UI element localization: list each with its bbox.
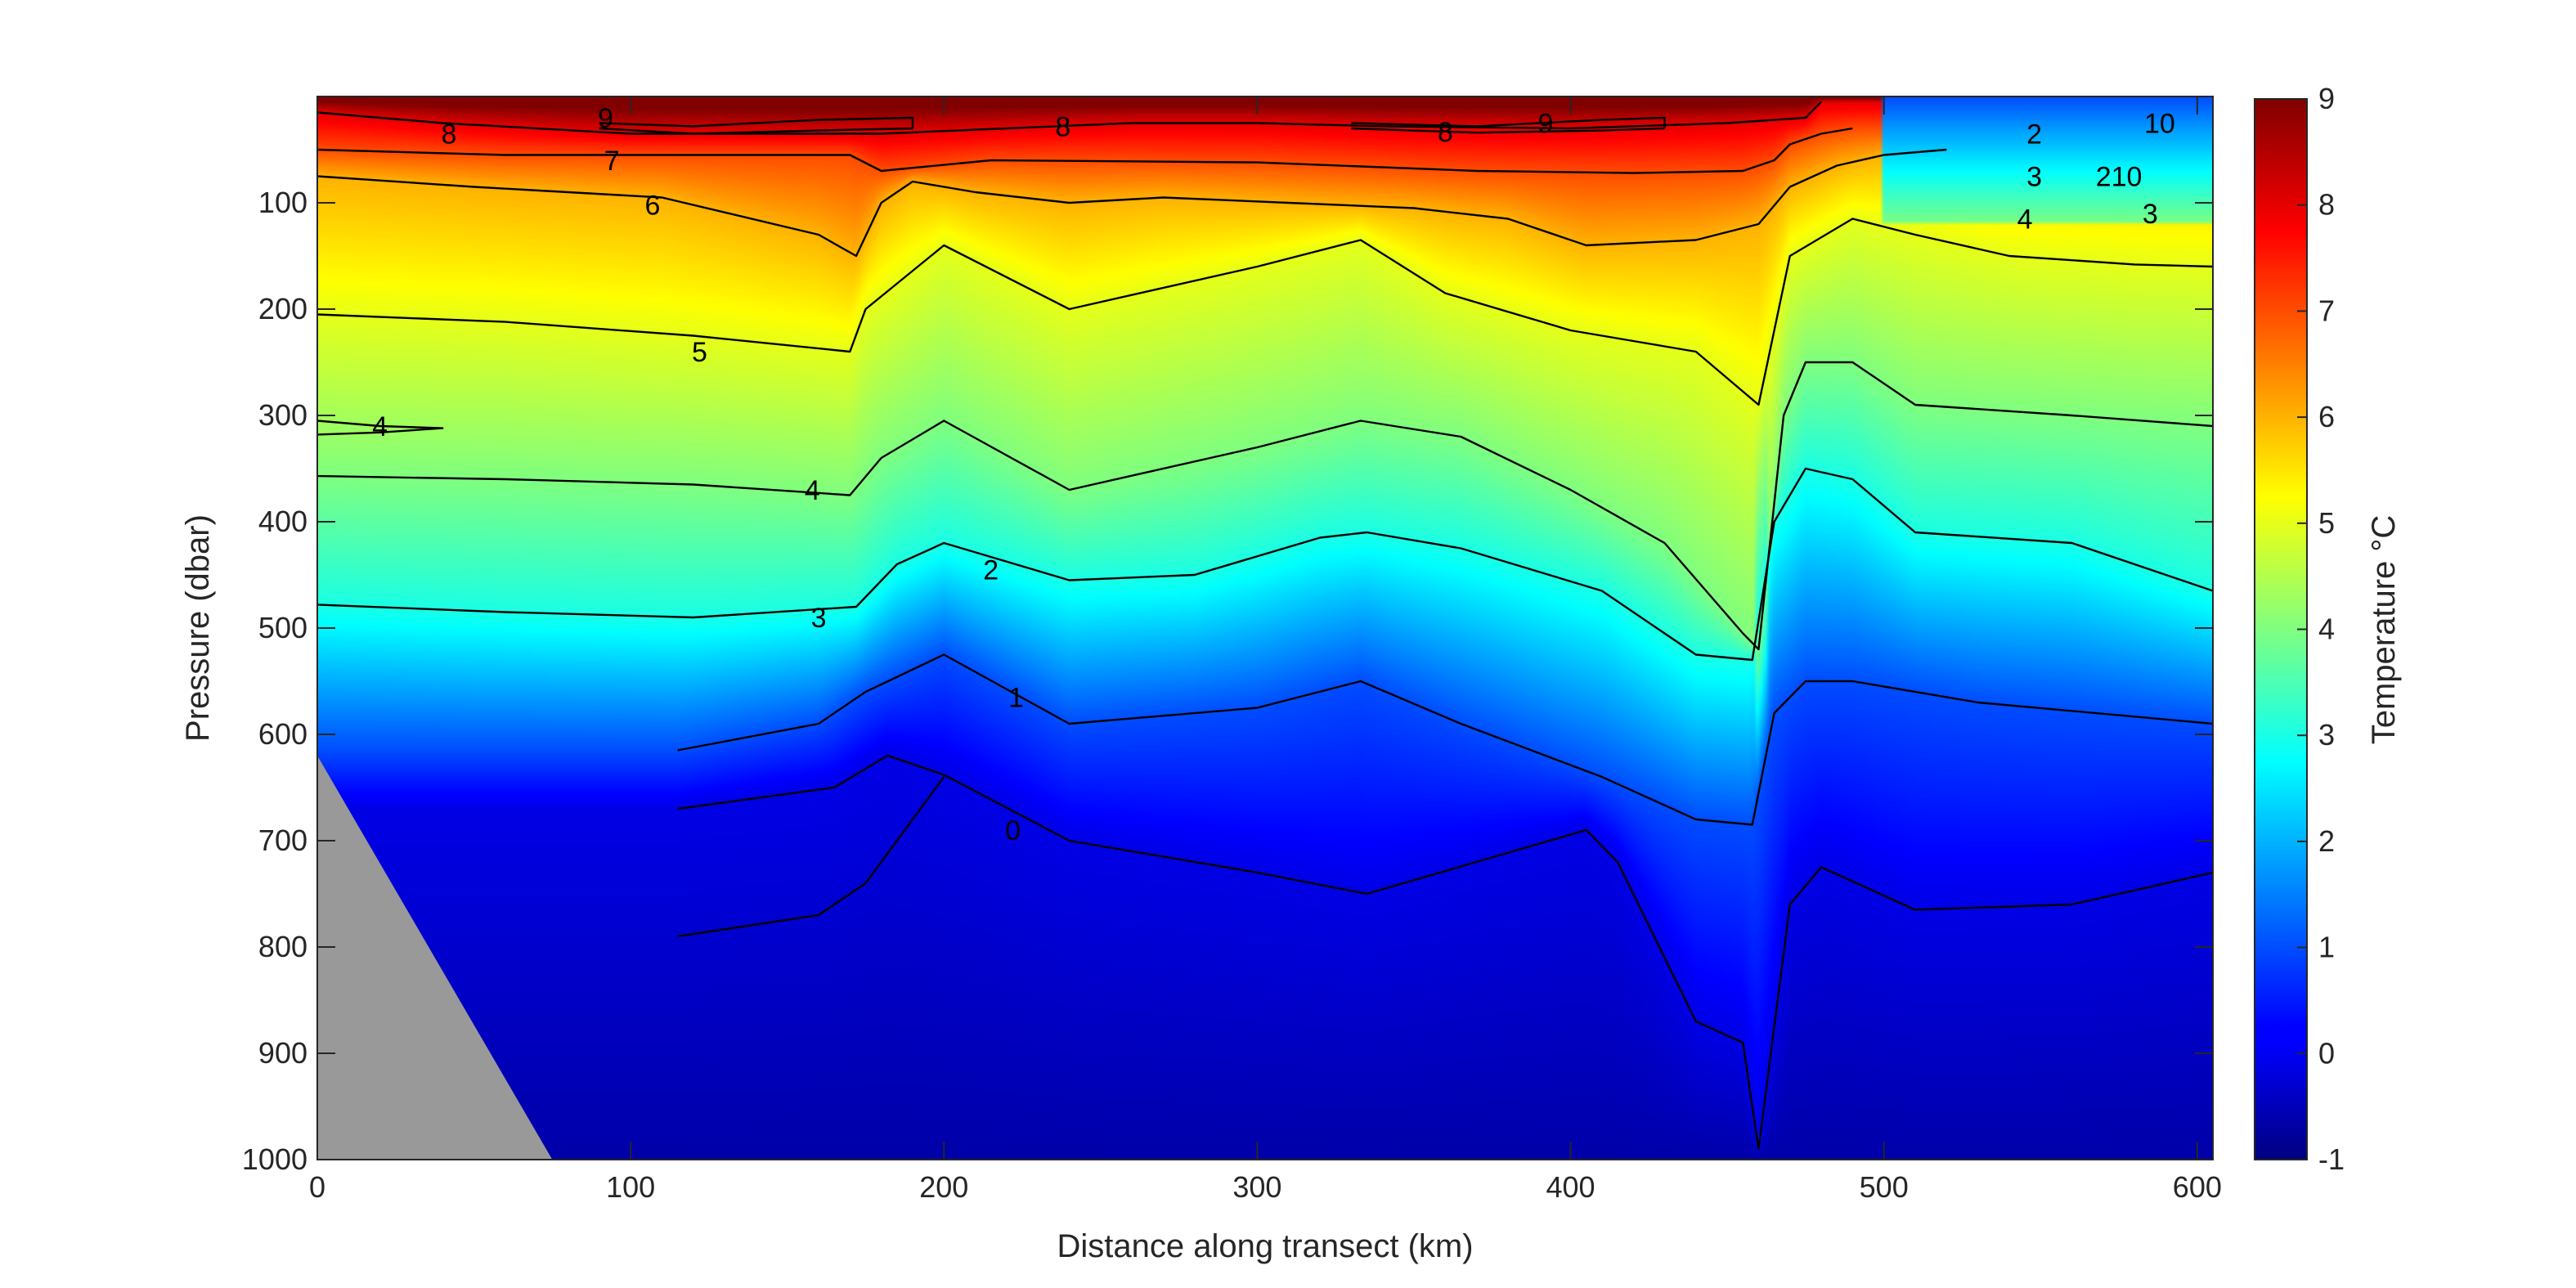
contour-label: 1	[1008, 683, 1024, 714]
x-tick-label: 400	[1546, 1170, 1595, 1204]
contour-line-1	[677, 653, 2213, 826]
contour-line-3	[317, 467, 2213, 662]
y-tick-label: 500	[258, 611, 307, 644]
contour-label: 8	[1055, 111, 1070, 142]
contour-label: 8	[1438, 117, 1453, 148]
contour-line-0	[677, 754, 2213, 1151]
contour-line-9	[1351, 116, 1666, 134]
contour-line-6	[317, 148, 1947, 258]
contour-line-4	[317, 361, 2213, 651]
colorbar-tick-label: -1	[2318, 1142, 2345, 1176]
x-axis-ticks: 0 100 200 300 400 500 600	[309, 96, 2222, 1204]
x-tick-label: 500	[1860, 1170, 1909, 1204]
y-tick-label: 600	[258, 717, 307, 751]
colorbar-tick-label: 0	[2318, 1036, 2335, 1070]
y-tick-label: 1000	[242, 1142, 307, 1176]
temperature-heatmap	[317, 96, 2213, 1160]
contour-label: 3	[2143, 199, 2158, 230]
contour-label: 10	[2144, 109, 2175, 140]
colorbar-tick-label: 2	[2318, 824, 2335, 858]
seafloor-mask	[317, 756, 553, 1160]
colorbar-tick-label: 6	[2318, 400, 2335, 433]
x-tick-label: 300	[1232, 1170, 1281, 1204]
contour-label: 7	[604, 146, 620, 177]
colorbar-ticks: -1 0 1 2 3 4 5 6 7 8 9	[2297, 82, 2345, 1176]
y-tick-label: 200	[258, 292, 307, 325]
y-tick-label: 800	[258, 930, 307, 963]
colorbar-tick-label: 1	[2318, 931, 2335, 964]
colorbar-tick-label: 7	[2318, 294, 2335, 327]
y-tick-label: 400	[258, 505, 307, 538]
x-axis-label: Distance along transect (km)	[1057, 1228, 1473, 1264]
contour-line-7	[317, 127, 1853, 174]
x-tick-label: 600	[2173, 1170, 2222, 1204]
contour-line-4	[317, 420, 444, 436]
contour-label: 2	[983, 555, 999, 586]
contour-line-0	[677, 776, 945, 938]
y-axis-label: Pressure (dbar)	[180, 514, 216, 742]
contour-label: 9	[598, 103, 613, 134]
y-tick-label: 100	[258, 186, 307, 219]
contour-line-8	[317, 101, 1822, 135]
bathymetry-layer	[317, 756, 553, 1160]
contour-label: 4	[805, 475, 820, 506]
contour-label: 6	[644, 191, 660, 222]
contour-label: 9	[1537, 109, 1553, 140]
y-tick-label: 700	[258, 824, 307, 857]
x-tick-label: 100	[606, 1170, 655, 1204]
x-tick-label: 0	[309, 1170, 325, 1204]
contour-label: 4	[2017, 204, 2033, 236]
contour-label: 3	[2026, 162, 2042, 193]
contour-label: 0	[1005, 815, 1021, 846]
contour-label: 210	[2096, 162, 2143, 193]
colorbar-label: Temperature °C	[2366, 515, 2402, 745]
y-axis-ticks: 100 200 300 400 500 600 700 800 900 1000	[242, 186, 2213, 1176]
y-tick-label: 900	[258, 1036, 307, 1070]
contour-lines	[317, 101, 2213, 1151]
contour-label: 2	[2026, 119, 2042, 150]
colorbar-tick-label: 5	[2318, 506, 2335, 540]
colorbar-tick-label: 9	[2318, 82, 2335, 115]
colorbar-tick-label: 4	[2318, 613, 2335, 646]
contour-label: 5	[692, 337, 707, 368]
x-tick-label: 200	[919, 1170, 968, 1204]
contour-line-5	[317, 218, 2213, 406]
colorbar-tick-label: 3	[2318, 718, 2335, 752]
contour-label: 3	[811, 603, 827, 634]
contour-label: 4	[372, 411, 388, 442]
y-tick-label: 300	[258, 398, 307, 432]
contour-label: 8	[441, 119, 456, 150]
colorbar: -1 0 1 2 3 4 5 6 7 8 9 Temperature °C	[2254, 82, 2402, 1176]
colorbar-tick-label: 8	[2318, 188, 2335, 222]
